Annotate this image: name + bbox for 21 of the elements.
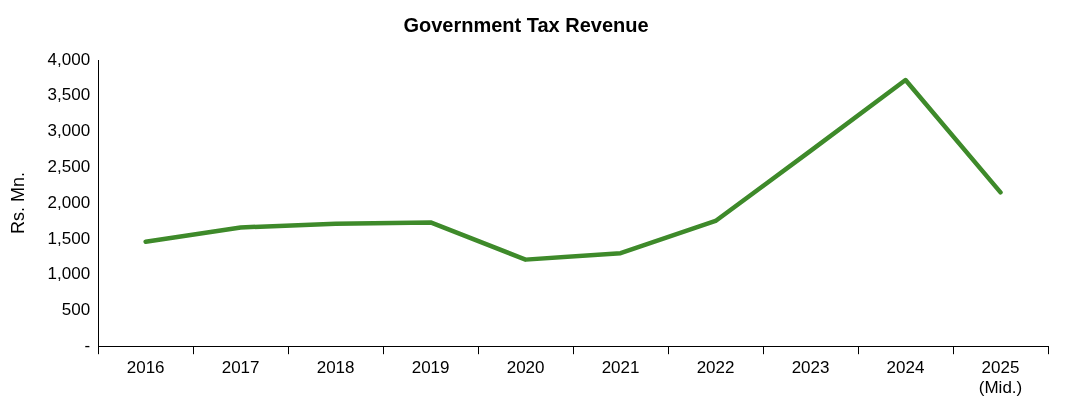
y-tick-label: 1,000 (47, 264, 91, 284)
x-tick-label: 2021 (601, 358, 640, 378)
y-tick-label: 4,000 (47, 49, 91, 69)
x-tick-label: 2022 (696, 358, 735, 378)
y-tick-label: 3,000 (47, 121, 91, 141)
x-tick-label: 2020 (506, 358, 545, 378)
x-tick-label: 2019 (411, 358, 450, 378)
x-tick-label: 2018 (316, 358, 355, 378)
y-tick-label: 2,500 (47, 157, 91, 177)
x-tick-label: 2023 (791, 358, 830, 378)
x-tick-label: 2025 (Mid.) (978, 358, 1023, 398)
x-tick-label: 2024 (886, 358, 925, 378)
x-tick-label: 2016 (126, 358, 165, 378)
y-tick-label: 3,500 (47, 85, 91, 105)
y-tick-label: - (84, 335, 91, 355)
y-tick-label: 2,000 (47, 192, 91, 212)
y-axis-title: Rs. Mn. (7, 172, 28, 235)
y-tick-label: 1,500 (47, 228, 91, 248)
x-tick-label: 2017 (221, 358, 260, 378)
y-tick-label: 500 (61, 300, 91, 320)
chart-title: Government Tax Revenue (403, 13, 649, 36)
